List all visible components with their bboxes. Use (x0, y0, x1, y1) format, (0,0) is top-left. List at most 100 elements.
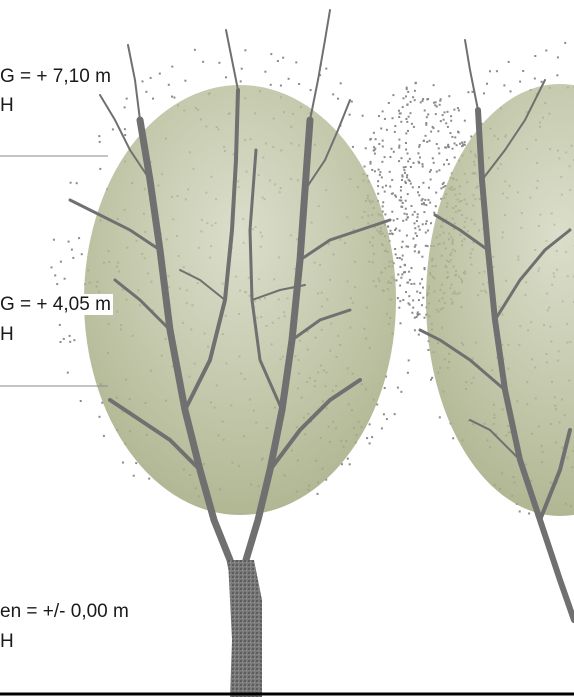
twig-dot (374, 138, 377, 141)
twig-dot (75, 182, 78, 185)
twig-dot (399, 265, 402, 268)
twig-dot (429, 178, 432, 181)
twig-dot (418, 161, 421, 164)
twig-dot (489, 70, 491, 73)
twig-dot (415, 316, 418, 318)
twig-dot (423, 203, 426, 206)
twig-dot (101, 401, 104, 404)
twig-dot (404, 199, 407, 202)
twig-dot (391, 233, 394, 236)
twig-dot (374, 147, 377, 150)
twig-dot (405, 88, 408, 91)
twig-dot (400, 199, 403, 202)
twig-dot (423, 267, 426, 269)
twig-dot (416, 314, 419, 317)
twig-dot (67, 240, 70, 243)
twig-dot (371, 168, 374, 171)
twig-dot (394, 125, 397, 128)
twig-dot (378, 115, 380, 118)
twig-dot (287, 77, 290, 80)
twig-dot (148, 477, 151, 480)
twig-dot (380, 127, 383, 130)
tree-trunk-left (228, 560, 262, 697)
twig-dot (448, 95, 451, 98)
twig-dot (282, 56, 285, 59)
twig-dot (528, 512, 531, 515)
twig-dot (52, 238, 55, 241)
twig-dot (125, 97, 128, 100)
twig-dot (407, 90, 410, 93)
twig-dot (400, 120, 403, 123)
twig-dot (401, 106, 404, 109)
twig-dot (279, 84, 282, 87)
twig-dot (399, 300, 402, 303)
twig-dot (415, 220, 418, 222)
twig-dot (407, 160, 410, 163)
twig-dot (518, 510, 521, 513)
twig-dot (397, 273, 400, 276)
twig-dot (66, 371, 69, 374)
twig-dot (421, 198, 424, 200)
twig-dot (430, 378, 432, 381)
twig-dot (428, 170, 431, 173)
twig-dot (383, 387, 386, 389)
twig-dot (405, 86, 408, 89)
twig-dot (404, 207, 407, 210)
twig-dot (404, 182, 407, 184)
twig-dot (410, 205, 413, 207)
twig-dot (429, 169, 432, 172)
twig-dot (432, 84, 435, 87)
twig-dot (437, 130, 440, 133)
twig-dot (406, 120, 409, 123)
twig-dot (412, 299, 415, 302)
twig-dot (123, 106, 126, 109)
twig-dot (399, 322, 402, 325)
twig-dot (425, 222, 427, 225)
twig-dot (171, 95, 173, 98)
twig-dot (408, 157, 411, 160)
twig-dot (416, 213, 419, 216)
twig-dot (420, 199, 423, 202)
twig-dot (413, 210, 416, 213)
twig-dot (401, 254, 404, 257)
twig-dot (471, 90, 474, 93)
twig-dot (63, 277, 66, 280)
twig-dot (407, 281, 410, 284)
twig-dot (337, 97, 339, 100)
twig-dot (167, 83, 170, 86)
twig-dot (351, 145, 354, 148)
twig-dot (418, 313, 421, 316)
twig-dot (348, 463, 351, 466)
twig-dot (405, 118, 408, 120)
twig-dot (434, 205, 437, 208)
twig-dot (391, 210, 394, 213)
twig-dot (391, 178, 394, 181)
twig-dot (438, 152, 441, 155)
twig-dot (382, 201, 385, 204)
twig-dot (72, 256, 75, 259)
twig-dot (459, 142, 462, 145)
twig-dot (404, 166, 407, 168)
twig-dot (123, 128, 126, 131)
twig-dot (381, 145, 384, 148)
twig-dot (400, 390, 403, 393)
twig-dot (406, 371, 409, 374)
twig-dot (422, 181, 425, 184)
twig-dot (411, 186, 414, 189)
twig-dot (446, 158, 448, 161)
twig-dot (438, 103, 441, 106)
twig-dot (398, 144, 401, 147)
level-sub-middle: H (0, 324, 14, 345)
twig-dot (378, 173, 381, 176)
twig-dot (438, 169, 441, 172)
twig-dot (389, 229, 392, 232)
twig-dot (434, 104, 437, 107)
twig-dot (405, 132, 408, 135)
twig-dot (447, 143, 450, 146)
twig-dot (540, 80, 543, 83)
twig-dot (381, 210, 384, 213)
twig-dot (443, 111, 446, 114)
twig-dot (388, 232, 391, 235)
twig-dot (62, 337, 65, 340)
twig-dot (384, 213, 387, 216)
